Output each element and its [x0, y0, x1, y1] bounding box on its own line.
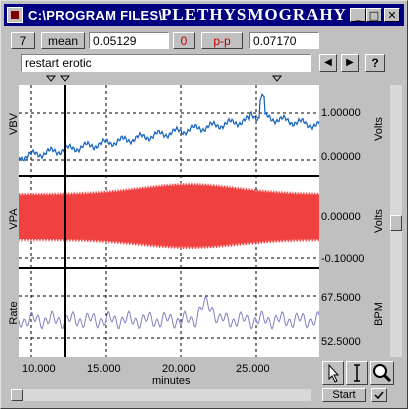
start-option-button[interactable]: [371, 388, 387, 402]
unit-rate: BPM: [373, 302, 385, 326]
rate-tick-low: 52.5000: [321, 336, 361, 348]
marker-3: [271, 75, 283, 82]
pp-button[interactable]: p-p: [201, 32, 243, 49]
rate-trace: [18, 295, 320, 331]
marker-1: [45, 75, 57, 82]
mean-button[interactable]: mean: [41, 32, 85, 49]
rate-tick-high: 67.5000: [321, 292, 361, 304]
vpa-tick-low: -0.10000: [321, 253, 365, 265]
x-tick-2: 15.000: [87, 363, 121, 375]
vbv-tick-high: 1.00000: [321, 107, 361, 119]
maximize-button[interactable]: □: [366, 8, 382, 22]
vertical-scroll-thumb[interactable]: [390, 215, 402, 231]
pp-value-field[interactable]: 0.07170: [249, 32, 319, 49]
horizontal-scroll-thumb[interactable]: [11, 389, 23, 401]
x-tick-3: 20.000: [162, 363, 196, 375]
close-button[interactable]: ✕: [384, 8, 400, 22]
marker-2: [59, 75, 71, 82]
channel2-button[interactable]: 0: [173, 32, 195, 49]
vertical-scrollbar[interactable]: [390, 85, 402, 357]
magnifier-icon: [373, 364, 392, 383]
x-axis-label: minutes: [152, 375, 191, 387]
app-icon[interactable]: [7, 7, 23, 23]
horizontal-scrollbar[interactable]: [11, 389, 311, 401]
start-button[interactable]: Start: [322, 388, 366, 402]
help-button[interactable]: ?: [365, 54, 385, 72]
prev-comment-button[interactable]: ◀: [319, 54, 337, 72]
next-comment-button[interactable]: ▶: [341, 54, 359, 72]
mean-value-field[interactable]: 0.05129: [89, 32, 169, 49]
channel-button[interactable]: 7: [11, 32, 35, 49]
title-name: PLETHYSMOGRAHY: [161, 5, 347, 24]
minimize-button[interactable]: _: [350, 8, 366, 22]
zoom-tool-button[interactable]: [370, 361, 394, 385]
pointer-tool-button[interactable]: [322, 361, 344, 385]
x-tick-1: 10.000: [22, 363, 56, 375]
x-tick-4: 25.000: [236, 363, 270, 375]
unit-vbv: Volts: [373, 117, 385, 141]
unit-vpa: Volts: [373, 209, 385, 233]
traces-svg: [18, 85, 320, 357]
vpa-trace: [19, 182, 319, 250]
check-icon: [374, 391, 384, 400]
text-cursor-tool-button[interactable]: [346, 361, 368, 385]
vbv-tick-low: 0.00000: [321, 151, 361, 163]
vbv-trace: [18, 92, 320, 162]
pointer-icon: [328, 363, 340, 383]
text-cursor-icon: [354, 364, 360, 382]
plot-area[interactable]: [18, 85, 320, 357]
title-bar[interactable]: C:\PROGRAM FILES\ PLETHYSMOGRAHY _ □ ✕: [4, 4, 404, 26]
vpa-tick-high: 0.00000: [321, 211, 361, 223]
title-path: C:\PROGRAM FILES\: [28, 8, 163, 23]
comment-field[interactable]: restart erotic: [21, 54, 311, 72]
comment-markers: [45, 75, 283, 82]
